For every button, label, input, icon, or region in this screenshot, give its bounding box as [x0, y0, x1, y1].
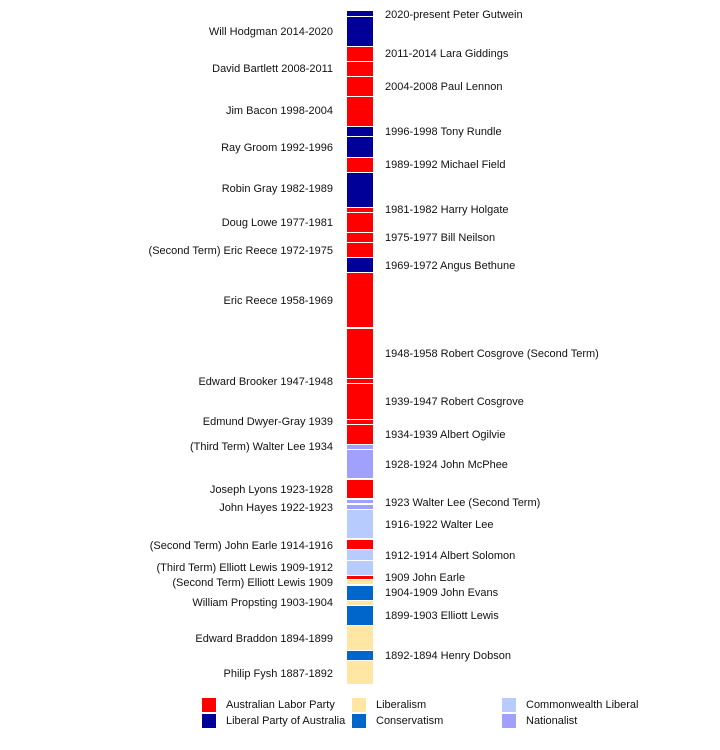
- term-label: (Third Term) Walter Lee 1934: [189, 441, 333, 453]
- term-label: 1923 Walter Lee (Second Term): [385, 497, 541, 509]
- legend-item-labor: Australian Labor Party: [202, 698, 335, 712]
- term-segment: [347, 480, 373, 498]
- legend-item-liberalism: Liberalism: [352, 698, 426, 712]
- term-segment: [347, 626, 373, 650]
- legend-label: Conservatism: [376, 715, 444, 727]
- term-label: Jim Bacon 1998-2004: [225, 105, 333, 117]
- term-label: 1892-1894 Henry Dobson: [385, 650, 511, 662]
- legend-swatch: [502, 714, 516, 728]
- term-segment: [347, 540, 373, 549]
- term-segment: [347, 47, 373, 61]
- legend-label: Commonwealth Liberal: [526, 699, 639, 711]
- legend-item-commonwealth: Commonwealth Liberal: [502, 698, 639, 712]
- term-label: (Second Term) John Earle 1914-1916: [149, 540, 333, 552]
- term-segment: [347, 550, 373, 560]
- term-label: John Hayes 1922-1923: [219, 502, 333, 514]
- term-label: 1904-1909 John Evans: [385, 587, 499, 599]
- term-label: 2011-2014 Lara Giddings: [385, 48, 509, 60]
- term-segment: [347, 273, 373, 327]
- term-segment: [347, 561, 373, 575]
- term-label: 1939-1947 Robert Cosgrove: [385, 396, 524, 408]
- term-segment: [347, 243, 373, 257]
- term-label: 1916-1922 Walter Lee: [385, 519, 494, 531]
- term-segment: [347, 173, 373, 207]
- term-segment: [347, 500, 373, 503]
- term-label: 1928-1924 John McPhee: [385, 459, 508, 471]
- term-label: (Third Term) Elliott Lewis 1909-1912: [156, 562, 333, 574]
- term-segment: [347, 11, 373, 16]
- legend-swatch: [202, 714, 216, 728]
- legend-swatch: [352, 714, 366, 728]
- legend-label: Liberalism: [376, 699, 427, 711]
- term-label: 1989-1992 Michael Field: [385, 159, 506, 171]
- term-label: Eric Reece 1958-1969: [223, 295, 333, 307]
- term-segment: [347, 384, 373, 419]
- term-segment: [347, 208, 373, 212]
- term-segment: [347, 601, 373, 605]
- term-label: Doug Lowe 1977-1981: [221, 217, 333, 229]
- term-label: David Bartlett 2008-2011: [212, 63, 333, 75]
- legend-label: Nationalist: [526, 715, 578, 727]
- term-segment: [347, 425, 373, 444]
- term-segment: [347, 329, 373, 378]
- term-segment: [347, 576, 373, 579]
- legend-swatch: [202, 698, 216, 712]
- term-segment: [347, 258, 373, 272]
- term-label: 1948-1958 Robert Cosgrove (Second Term): [385, 348, 599, 360]
- term-label: (Second Term) Eric Reece 1972-1975: [148, 245, 333, 257]
- legend-item-nationalist: Nationalist: [502, 714, 577, 728]
- term-segment: [347, 445, 373, 449]
- term-segment: [347, 127, 373, 136]
- term-label: 1969-1972 Angus Bethune: [385, 260, 516, 272]
- term-label: Edward Brooker 1947-1948: [198, 376, 333, 388]
- term-label: Ray Groom 1992-1996: [221, 142, 333, 154]
- term-label: William Propsting 1903-1904: [192, 597, 333, 609]
- term-label: 2004-2008 Paul Lennon: [385, 81, 503, 93]
- term-label: 2020-present Peter Gutwein: [385, 9, 523, 21]
- term-segment: [347, 158, 373, 172]
- term-label: 1996-1998 Tony Rundle: [385, 126, 502, 138]
- legend-item-liberal: Liberal Party of Australia: [202, 714, 345, 728]
- term-segment: [347, 420, 373, 424]
- term-label: Robin Gray 1982-1989: [221, 183, 333, 195]
- term-segment: [347, 606, 373, 625]
- term-label: 1909 John Earle: [385, 572, 466, 584]
- term-label: Edmund Dwyer-Gray 1939: [202, 416, 333, 428]
- legend-swatch: [502, 698, 516, 712]
- term-segment: [347, 505, 373, 509]
- term-label: 1934-1939 Albert Ogilvie: [385, 429, 506, 441]
- term-segment: [347, 97, 373, 126]
- term-segment: [347, 137, 373, 157]
- term-segment: [347, 233, 373, 242]
- term-segment: [347, 77, 373, 96]
- term-segment: [347, 213, 373, 232]
- term-segment: [347, 651, 373, 660]
- term-label: (Second Term) Elliott Lewis 1909: [172, 577, 333, 589]
- term-label: 1912-1914 Albert Solomon: [385, 550, 516, 562]
- term-segment: [347, 62, 373, 76]
- legend-swatch: [352, 698, 366, 712]
- term-segment: [347, 510, 373, 538]
- term-segment: [347, 450, 373, 478]
- term-label: 1981-1982 Harry Holgate: [385, 204, 509, 216]
- term-segment: [347, 379, 373, 383]
- term-segment: [347, 586, 373, 600]
- term-label: Edward Braddon 1894-1899: [195, 633, 333, 645]
- term-label: Philip Fysh 1887-1892: [223, 668, 333, 680]
- term-segment: [347, 661, 373, 684]
- term-label: 1975-1977 Bill Neilson: [385, 232, 496, 244]
- term-label: Will Hodgman 2014-2020: [208, 26, 333, 38]
- term-label: Joseph Lyons 1923-1928: [209, 484, 333, 496]
- term-label: 1899-1903 Elliott Lewis: [385, 610, 499, 622]
- term-segment: [347, 17, 373, 46]
- term-segment: [347, 580, 373, 584]
- legend-label: Liberal Party of Australia: [226, 715, 346, 727]
- legend-item-conservatism: Conservatism: [352, 714, 443, 728]
- legend-label: Australian Labor Party: [226, 699, 335, 711]
